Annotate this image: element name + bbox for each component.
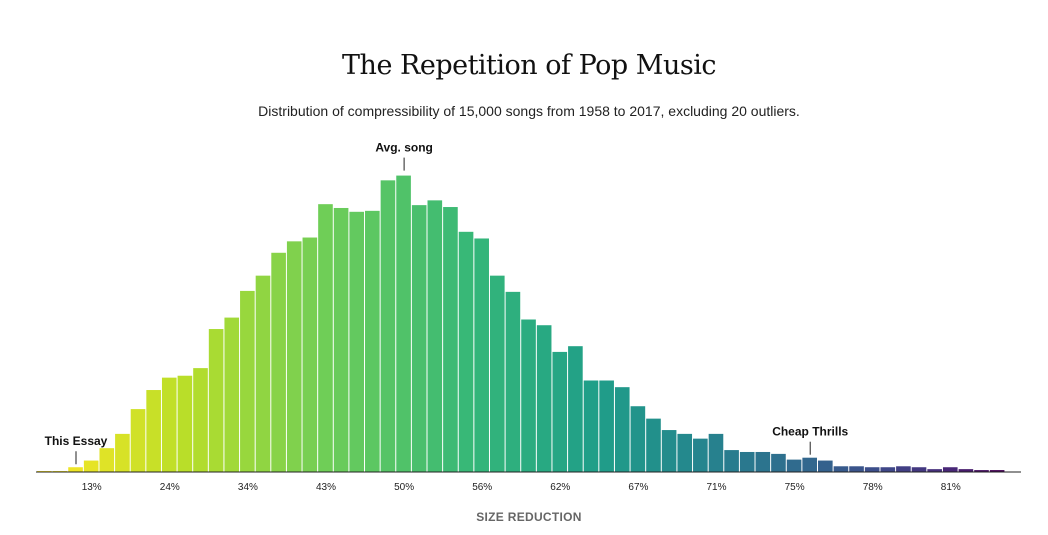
histogram-bar	[349, 211, 365, 473]
histogram-bar	[318, 204, 333, 473]
histogram-bar	[505, 291, 521, 472]
x-tick-label: 78%	[863, 482, 883, 493]
histogram-bar	[708, 433, 724, 473]
histogram-bar	[583, 380, 599, 472]
x-tick-label: 24%	[160, 482, 180, 493]
bars-group	[37, 175, 1005, 473]
histogram-bar	[286, 241, 302, 472]
annotations-group: This Essay Avg. song Cheap Thrills	[45, 141, 849, 465]
histogram-bar	[99, 448, 115, 472]
x-axis-label: SIZE REDUCTION	[476, 510, 582, 524]
histogram-bar	[755, 451, 771, 472]
histogram-bar	[271, 252, 286, 472]
histogram-bar	[489, 275, 505, 472]
histogram-bar	[208, 329, 224, 472]
histogram-bar	[427, 200, 443, 473]
histogram-bar	[911, 467, 927, 472]
histogram-bar	[68, 467, 83, 472]
histogram-bar	[614, 387, 630, 472]
histogram-bar	[521, 319, 536, 472]
histogram-bar	[333, 207, 349, 473]
histogram-bar	[724, 450, 739, 472]
histogram-bar	[739, 451, 755, 472]
histogram-bar	[365, 210, 380, 472]
annotation-label: Avg. song	[375, 141, 433, 155]
histogram-bar	[193, 368, 208, 472]
histogram-bar	[880, 467, 896, 472]
histogram-bar	[380, 180, 396, 472]
histogram-bar	[458, 231, 474, 472]
histogram-bar	[786, 459, 802, 472]
histogram-bar	[411, 205, 427, 473]
x-tick-label: 43%	[316, 482, 336, 493]
histogram-bar	[958, 469, 974, 472]
x-tick-label: 56%	[472, 482, 492, 493]
chart-subtitle: Distribution of compressibility of 15,00…	[258, 103, 800, 119]
histogram-bar	[849, 466, 864, 472]
histogram-bar	[568, 346, 583, 472]
annotation-label: This Essay	[45, 434, 108, 448]
x-tick-label: 62%	[550, 482, 570, 493]
x-tick-label: 34%	[238, 482, 258, 493]
histogram-bar	[552, 351, 568, 472]
histogram-bar	[177, 375, 193, 472]
histogram-bar	[677, 433, 693, 473]
histogram-bar	[130, 409, 146, 472]
histogram-bar	[83, 460, 99, 472]
histogram-bar	[818, 460, 833, 472]
histogram-bar	[599, 380, 614, 472]
histogram-bar	[989, 470, 1005, 472]
x-tick-label: 75%	[785, 482, 805, 493]
histogram-bar	[443, 207, 458, 472]
histogram-bar	[693, 438, 708, 472]
histogram-bar	[240, 290, 255, 472]
histogram-bar	[474, 238, 489, 472]
histogram-bar	[661, 430, 677, 472]
histogram-bar	[302, 237, 318, 472]
histogram-bar	[771, 453, 786, 472]
histogram-bar	[927, 469, 942, 472]
histogram-bar	[161, 377, 177, 472]
histogram-bar	[802, 457, 817, 472]
x-tick-label: 50%	[394, 482, 414, 493]
histogram-bar	[646, 418, 661, 473]
histogram-bar	[864, 467, 880, 472]
x-tick-label: 67%	[628, 482, 648, 493]
x-tick-label: 71%	[706, 482, 726, 493]
histogram-bar	[396, 175, 411, 472]
x-tick-label: 13%	[82, 482, 102, 493]
histogram-bar	[974, 470, 989, 472]
histogram-bar	[255, 275, 271, 472]
chart-title: The Repetition of Pop Music	[342, 50, 716, 81]
histogram-bar	[146, 390, 161, 472]
annotation-label: Cheap Thrills	[772, 425, 848, 439]
histogram-bar	[115, 433, 130, 473]
x-tick-label: 81%	[941, 482, 961, 493]
histogram-bar	[833, 466, 849, 472]
histogram-bar	[224, 317, 240, 472]
x-axis-ticks: 13% 24% 34% 43% 50% 56% 62% 67% 71% 75% 78% 81%	[82, 482, 961, 493]
histogram-bar	[536, 325, 552, 472]
histogram-bar	[630, 406, 646, 472]
histogram-bar	[942, 467, 958, 472]
histogram-bar	[896, 466, 911, 472]
